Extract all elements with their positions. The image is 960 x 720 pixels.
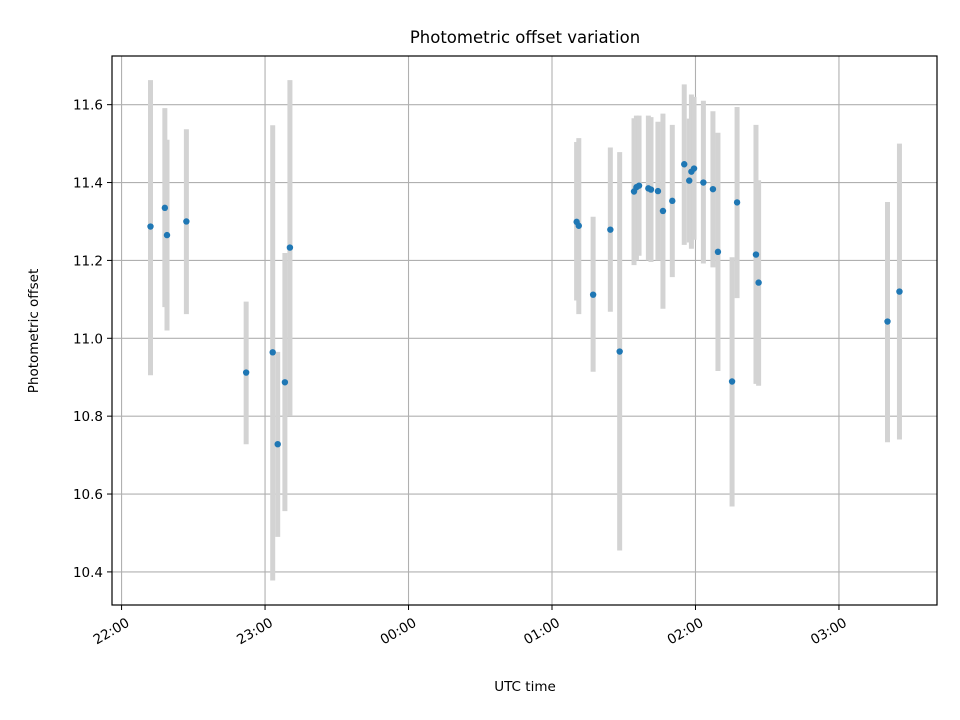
y-tick-label: 10.8: [73, 409, 103, 425]
y-tick-label: 10.6: [73, 487, 103, 503]
data-point: [274, 440, 281, 448]
marker-layer: [147, 161, 903, 448]
data-point: [659, 207, 667, 215]
data-point: [755, 279, 762, 286]
data-point: [286, 244, 294, 251]
data-point: [669, 197, 676, 205]
y-tick-label: 11.0: [73, 331, 103, 347]
data-point: [714, 248, 722, 256]
y-axis-label: Photometric offset: [26, 269, 42, 393]
chart-title: Photometric offset variation: [410, 28, 640, 47]
x-axis-label: UTC time: [494, 679, 556, 695]
data-point: [281, 379, 289, 386]
data-point: [589, 291, 597, 298]
data-point: [686, 177, 693, 184]
data-point: [635, 182, 643, 189]
data-point: [269, 349, 276, 356]
data-point: [752, 251, 760, 258]
data-point: [681, 161, 688, 168]
data-point: [575, 222, 582, 229]
grid-layer: [112, 56, 937, 605]
data-point: [690, 165, 698, 172]
data-point: [163, 231, 171, 239]
data-point: [616, 348, 623, 355]
data-point: [161, 204, 169, 212]
data-point: [647, 186, 655, 193]
data-point: [884, 318, 891, 325]
data-point: [733, 199, 741, 206]
data-point: [183, 218, 190, 225]
y-tick-label: 11.6: [73, 98, 103, 114]
y-tick-label: 11.2: [73, 253, 103, 269]
data-point: [728, 378, 736, 385]
y-tick-label: 11.4: [73, 176, 103, 192]
plot-frame: [111, 55, 938, 606]
data-point: [709, 185, 717, 193]
data-point: [700, 179, 707, 186]
data-point: [654, 187, 662, 195]
data-point: [896, 288, 903, 295]
data-point: [242, 369, 250, 376]
data-point: [147, 223, 154, 230]
data-point: [607, 226, 614, 233]
y-tick-label: 10.4: [73, 565, 103, 581]
